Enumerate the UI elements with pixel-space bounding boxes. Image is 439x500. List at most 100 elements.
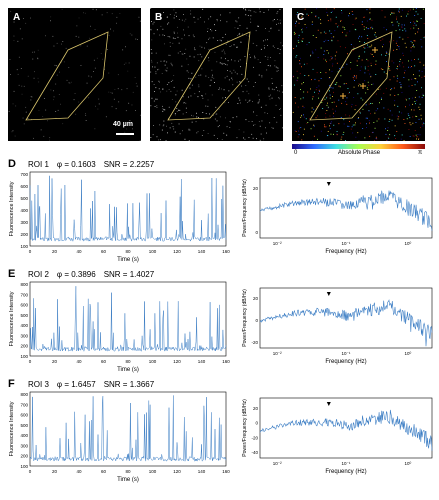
- y-tick-label: 300: [20, 220, 28, 225]
- speckle: [408, 115, 410, 116]
- speckle: [184, 20, 186, 22]
- speckle: [404, 70, 406, 72]
- speckle: [49, 139, 50, 141]
- speckle: [331, 58, 333, 60]
- speckle: [351, 126, 353, 128]
- speckle: [372, 28, 374, 30]
- speckle: [150, 8, 152, 9]
- speckle: [329, 85, 330, 87]
- speckle: [408, 85, 410, 87]
- speckle: [311, 111, 313, 113]
- speckle: [193, 56, 195, 58]
- speckle: [398, 10, 400, 12]
- speckle: [151, 52, 153, 54]
- speckle: [364, 66, 366, 68]
- speckle: [405, 30, 407, 32]
- speckle: [232, 79, 233, 81]
- speckle: [239, 32, 241, 34]
- speckle: [210, 29, 211, 30]
- speckle: [301, 66, 302, 68]
- speckle: [185, 18, 187, 20]
- speckle: [166, 90, 168, 92]
- speckle: [423, 95, 425, 97]
- speckle: [415, 11, 417, 13]
- peak-marker-triangle: [326, 402, 331, 406]
- time-trace-d: 100 200 300 400 500 600 700 0 20 40 60 80 100 120 140 1…: [9, 171, 230, 263]
- speckle: [310, 55, 311, 57]
- speckle: [18, 84, 20, 86]
- speckle: [55, 65, 57, 66]
- speckle: [409, 9, 411, 11]
- speckle: [155, 73, 157, 75]
- speckle: [53, 90, 54, 92]
- speckle: [349, 115, 350, 117]
- speckle: [128, 102, 130, 104]
- speckle: [43, 135, 45, 137]
- speckle: [319, 90, 320, 92]
- speckle: [337, 40, 339, 42]
- speckle: [423, 64, 425, 66]
- plot-frame: [29, 171, 227, 247]
- speckle: [304, 24, 306, 25]
- speckle: [194, 47, 195, 49]
- speckle: [401, 26, 402, 28]
- speckle: [218, 89, 220, 90]
- speckle: [404, 72, 405, 74]
- speckle: [155, 98, 157, 100]
- speckle: [263, 45, 265, 46]
- speckle: [45, 109, 47, 111]
- plot-frame: [29, 281, 227, 357]
- psd-x-tick-label: 10⁻²: [273, 351, 282, 356]
- speckle: [335, 16, 337, 18]
- colorbar-label: Absolute Phase: [338, 150, 381, 156]
- speckle: [327, 135, 329, 136]
- speckle: [386, 52, 388, 54]
- speckle: [154, 106, 156, 107]
- speckle: [138, 16, 140, 18]
- speckle: [265, 127, 266, 129]
- speckle: [224, 77, 226, 79]
- speckle: [268, 9, 269, 11]
- speckle: [377, 88, 379, 90]
- speckle: [132, 91, 134, 93]
- speckle: [268, 30, 270, 32]
- speckle: [13, 40, 15, 41]
- psd-curve: [259, 190, 433, 231]
- speckle: [247, 102, 249, 103]
- speckle: [341, 136, 343, 138]
- speckle: [368, 103, 370, 105]
- speckle: [214, 51, 216, 53]
- speckle: [25, 106, 27, 108]
- speckle: [386, 52, 388, 53]
- speckle: [418, 75, 420, 77]
- speckle: [345, 47, 346, 49]
- speckle: [97, 108, 99, 110]
- speckle: [248, 137, 250, 138]
- speckle: [199, 45, 201, 47]
- speckle: [311, 12, 313, 14]
- speckle: [354, 28, 356, 30]
- speckle: [266, 132, 267, 134]
- x-tick-label: 60: [101, 249, 107, 254]
- speckle: [375, 74, 377, 75]
- speckle: [150, 105, 152, 107]
- speckle: [253, 11, 255, 13]
- speckle: [387, 108, 389, 110]
- speckle: [306, 123, 308, 125]
- speckle: [47, 120, 48, 122]
- speckle: [250, 10, 252, 12]
- speckle: [414, 15, 416, 16]
- speckle: [190, 13, 192, 15]
- speckle: [31, 96, 33, 98]
- speckle: [388, 137, 390, 139]
- speckle: [350, 68, 351, 70]
- speckle: [276, 23, 277, 25]
- speckle: [178, 109, 179, 111]
- speckle: [414, 22, 416, 24]
- speckle: [325, 8, 327, 10]
- speckle: [316, 106, 318, 107]
- speckle: [370, 65, 372, 67]
- speckle: [173, 17, 175, 19]
- speckle: [401, 134, 403, 136]
- speckle: [400, 15, 402, 17]
